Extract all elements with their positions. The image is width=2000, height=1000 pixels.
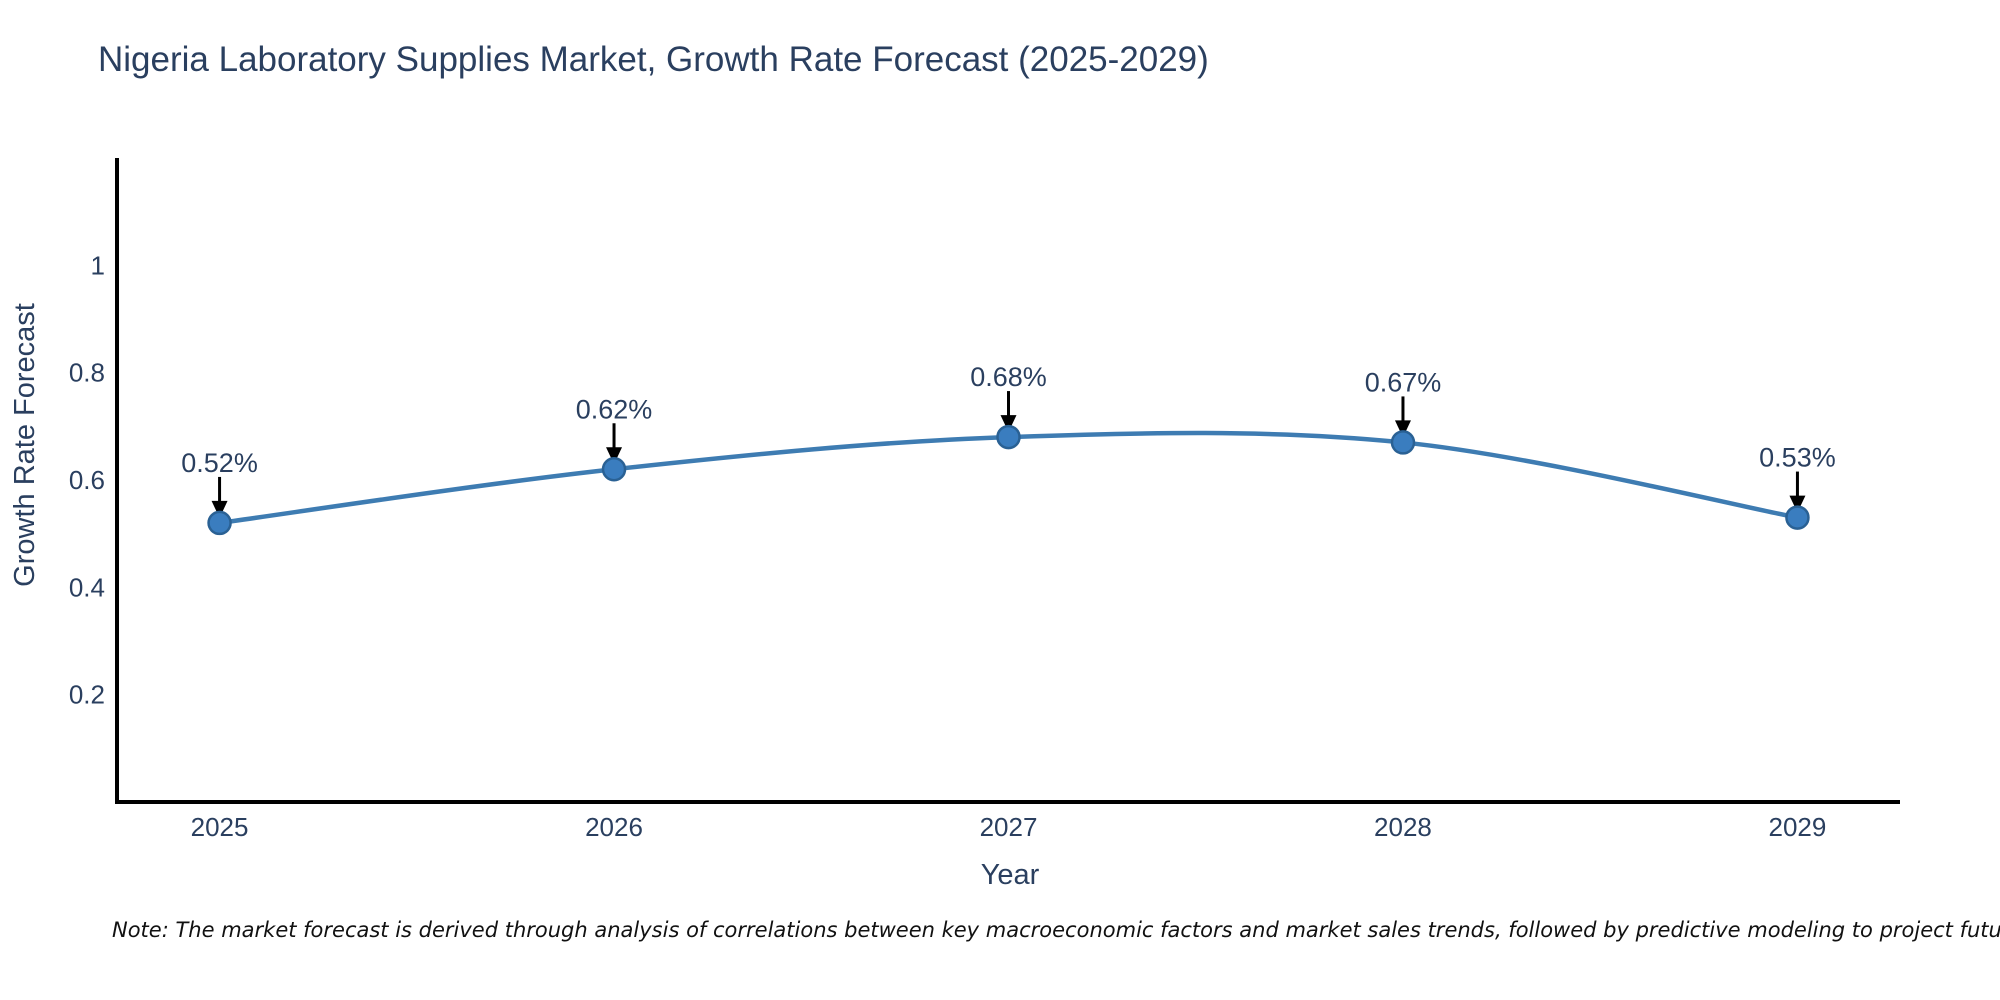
annotation-arrowhead: [606, 447, 623, 465]
footnote: Note: The market forecast is derived thr…: [112, 918, 2000, 942]
y-axis-tick-label: 1: [91, 250, 105, 280]
annotation-arrowhead: [1000, 415, 1017, 433]
data-point-label: 0.67%: [1365, 367, 1442, 397]
x-axis-title: Year: [981, 859, 1040, 891]
y-axis-title: Growth Rate Forecast: [9, 303, 41, 587]
x-axis-tick-label: 2026: [585, 812, 643, 842]
x-axis-tick-label: 2028: [1374, 812, 1432, 842]
annotation-arrowhead: [1789, 495, 1806, 513]
data-point-label: 0.52%: [181, 448, 258, 478]
data-point-label: 0.53%: [1759, 443, 1836, 473]
y-axis-tick-label: 0.2: [69, 680, 105, 710]
data-point-label: 0.62%: [576, 394, 653, 424]
data-point-marker: [1390, 430, 1416, 455]
y-axis-tick-label: 0.4: [69, 572, 105, 602]
data-point-label: 0.68%: [970, 362, 1047, 392]
data-point-marker: [207, 510, 232, 536]
y-axis-tick-label: 0.8: [69, 358, 105, 388]
data-point-marker: [1785, 505, 1810, 530]
chart-title: Nigeria Laboratory Supplies Market, Grow…: [98, 40, 1209, 79]
y-axis-tick-label: 0.6: [69, 465, 105, 495]
data-point-marker: [996, 424, 1021, 450]
annotation-arrowhead: [1394, 420, 1411, 438]
data-point-marker: [601, 457, 627, 482]
x-axis-tick-label: 2025: [191, 812, 249, 842]
annotation-arrowhead: [211, 500, 228, 518]
x-axis-tick-label: 2029: [1769, 812, 1827, 842]
x-axis-tick-label: 2027: [980, 812, 1038, 842]
